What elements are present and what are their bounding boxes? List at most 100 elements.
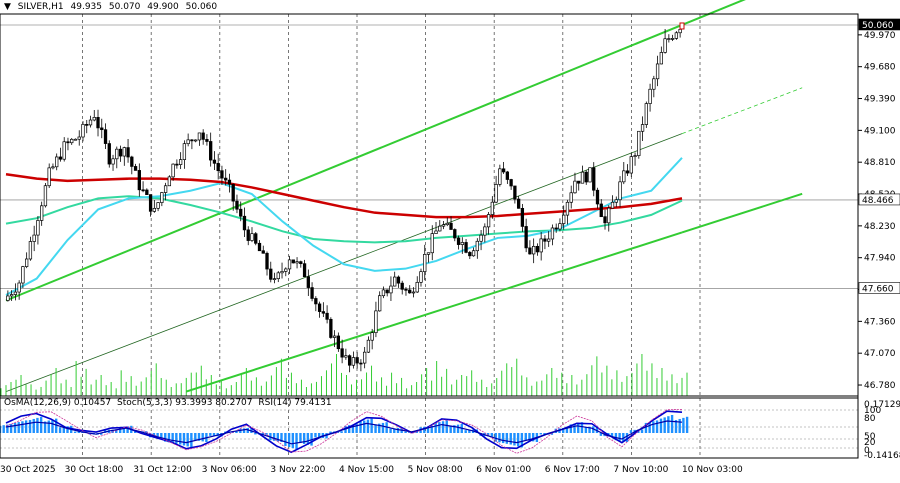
candle-body [366,339,371,353]
candle-body [17,282,21,293]
candle-body [197,132,202,141]
candle-body [325,312,329,320]
candle-body [250,233,254,241]
candle-body [486,214,491,228]
candle-body [603,216,607,224]
candle-body [528,247,532,255]
price-label-text: 47.660 [862,284,894,294]
candle-body [378,295,382,312]
candle-body [156,202,160,209]
candle-body [314,298,318,305]
candle-body [329,318,333,338]
indicator-header: OsMA(12,26,9) 0.10457 Stoch(5,3,3) 93.39… [4,398,335,408]
candles [6,22,685,373]
candle-body [453,229,457,239]
candle-body [103,129,108,144]
triangle-down-icon[interactable]: ▼ [4,2,11,12]
candle-body [599,203,603,218]
last-candle [679,22,685,30]
candle-body [648,88,652,104]
candle-body [257,242,262,252]
chart-header: ▼ SILVER,H1 49.935 50.070 49.900 50.060 [4,2,221,12]
y-tick-label: 49.100 [864,126,896,136]
price-label-box [858,282,900,294]
x-tick-label: 7 Nov 10:00 [613,465,668,475]
candle-body [272,278,277,281]
x-tick-label: 6 Nov 17:00 [545,465,600,475]
candle-body [167,176,172,187]
candle-body [584,171,588,183]
symbol-label: SILVER,H1 [17,2,64,12]
x-tick-label: 30 Oct 2025 [0,465,56,475]
price-label-text: 48.466 [862,196,894,206]
candle-body [231,183,235,202]
candle-body [652,78,656,90]
candle-body [449,222,453,230]
candle-body [607,207,611,224]
candle-body [592,167,596,191]
candle-body [291,259,295,264]
candle-body [122,147,126,157]
volume-bars [0,354,688,396]
candle-body [520,207,525,227]
candle-body [295,261,299,264]
candle-body [96,117,100,129]
candle-body [351,357,356,366]
candle-body [464,242,468,253]
candle-body [633,155,637,157]
candle-body [430,233,434,254]
candle-body [40,205,44,221]
y-tick-label: 47.360 [864,317,896,327]
candle-body [535,245,540,253]
candle-body [194,139,198,142]
candle-body [224,177,228,181]
candle-body [580,171,585,184]
candle-body [100,127,104,131]
candle-body [396,276,401,284]
ma-short-line [5,157,683,296]
price-label-box [858,193,900,206]
candle-body [317,303,322,312]
candle-body [558,223,562,230]
high-value: 50.070 [108,2,141,12]
indicator-scale-label: 20 [864,438,876,448]
low-value: 49.900 [147,2,179,12]
candle-body [438,225,442,232]
x-tick-label: 4 Nov 15:00 [339,465,394,475]
candle-body [276,272,280,280]
candle-body [393,276,397,287]
channel-line-upper [5,24,683,302]
candle-body [220,170,224,179]
x-tick-label: 10 Nov 03:00 [682,465,743,475]
channel-extension-lower [681,192,803,234]
x-tick-label: 5 Nov 08:00 [408,465,463,475]
candle-body [107,143,111,165]
candle-body [678,29,682,34]
candle-body [498,168,502,185]
channel-extension-upper [681,0,746,26]
candle-body [28,241,33,260]
candle-body [550,227,555,240]
candle-body [404,288,408,291]
candle-body [644,103,648,125]
candle-body [629,156,633,174]
candle-body [239,208,243,217]
candle-body [254,233,258,244]
candle-body [516,198,521,209]
candle-body [622,170,626,183]
candle-body [625,170,630,174]
candle-body [171,163,175,178]
candle-body [336,335,341,350]
candle-body [163,185,168,193]
y-tick-label: 48.230 [864,222,896,232]
candle-body [501,168,506,173]
candle-body [201,132,205,140]
candle-body [88,119,93,126]
candle-body [235,200,239,210]
candle-body [70,138,74,144]
candle-body [595,189,600,205]
y-tick-label: 49.680 [864,63,896,73]
